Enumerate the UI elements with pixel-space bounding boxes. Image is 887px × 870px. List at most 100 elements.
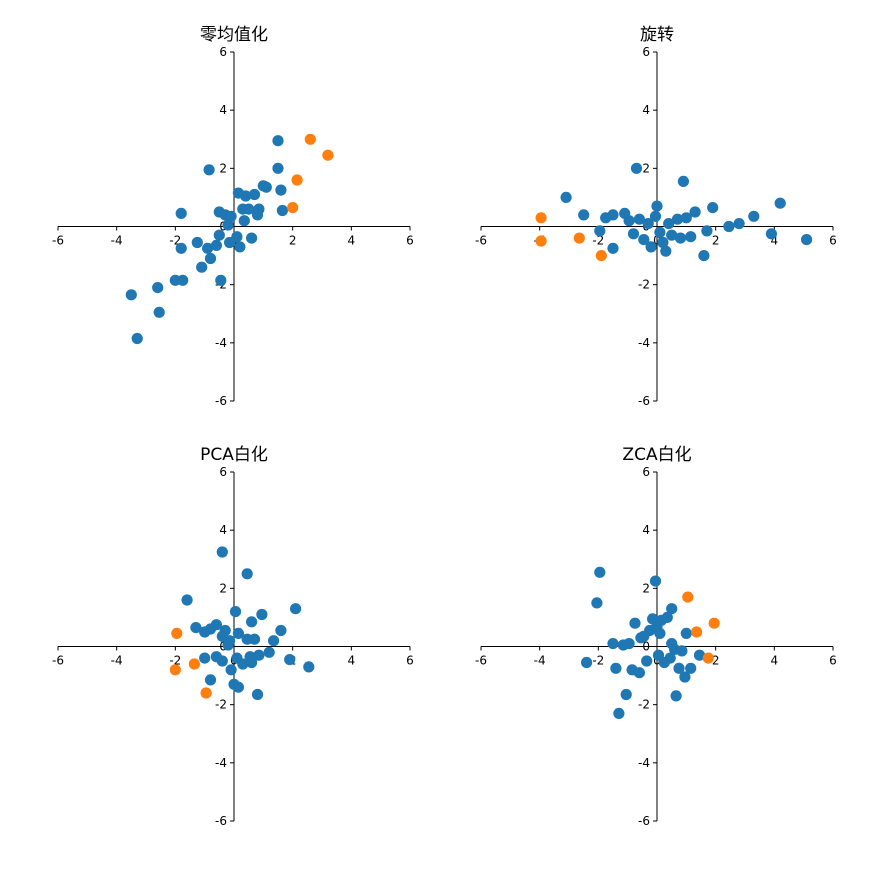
chart-title: 零均值化	[200, 25, 268, 45]
x-tick-label: -6	[52, 234, 64, 248]
scatter-point	[203, 164, 215, 176]
scatter-point	[649, 210, 662, 222]
scatter-point	[222, 639, 234, 651]
scatter-point	[702, 652, 714, 664]
x-tick-label: -4	[534, 654, 546, 668]
scatter-point	[204, 674, 217, 686]
scatter-point	[594, 566, 606, 578]
scatter-point	[202, 242, 214, 254]
scatter-point	[660, 245, 672, 257]
scatter-point	[199, 652, 211, 664]
scatter-point	[630, 162, 643, 174]
scatter-point	[677, 175, 690, 187]
scatter-point	[241, 568, 253, 580]
scatter-point	[131, 332, 143, 345]
x-tick-label: -2	[592, 234, 604, 248]
scatter-point	[765, 228, 778, 240]
scatter-point	[216, 655, 228, 667]
scatter-point	[651, 200, 663, 212]
scatter-point	[200, 687, 212, 699]
scatter-point	[645, 241, 657, 253]
series-main	[125, 135, 288, 345]
scatter-point	[685, 662, 697, 674]
scatter-point	[169, 664, 181, 676]
y-tick-label: 6	[219, 45, 227, 59]
y-tick-label: 4	[219, 523, 227, 537]
y-tick-label: 6	[219, 465, 227, 479]
y-tick-label: 2	[642, 161, 650, 175]
scatter-point	[578, 209, 590, 221]
scatter-point	[535, 235, 547, 247]
y-tick-label: -6	[638, 394, 650, 408]
scatter-point	[238, 215, 250, 227]
x-tick-label: 0	[653, 234, 661, 248]
scatter-point	[657, 236, 669, 249]
series-highlight	[169, 627, 212, 699]
scatter-point	[623, 215, 635, 227]
scatter-point	[708, 617, 720, 629]
scatter-point	[225, 210, 237, 222]
scatter-point	[748, 210, 760, 222]
x-tick-label: 6	[829, 654, 837, 668]
y-tick-label: -4	[638, 756, 650, 770]
scatter-point	[284, 654, 296, 666]
scatter-point	[171, 627, 183, 640]
scatter-point	[623, 638, 635, 650]
scatter-point	[246, 616, 258, 628]
y-tick-label: -6	[215, 394, 227, 408]
scatter-point	[670, 690, 682, 702]
scatter-point	[635, 632, 647, 644]
scatter-point	[210, 239, 222, 251]
scatter-point	[733, 218, 745, 230]
scatter-point	[188, 658, 200, 670]
scatter-point	[682, 591, 694, 603]
scatter-point	[275, 184, 287, 196]
chart-title: PCA白化	[200, 445, 268, 465]
y-tick-label: -2	[215, 698, 227, 712]
scatter-point	[152, 282, 164, 294]
scatter-point	[607, 242, 619, 254]
scatter-point	[232, 681, 244, 693]
scatter-point	[243, 203, 255, 215]
scatter-point	[191, 236, 203, 249]
scatter-point	[216, 546, 228, 558]
series-highlight	[682, 591, 720, 664]
scatter-point	[181, 594, 193, 606]
scatter-point	[663, 218, 675, 230]
x-tick-label: -2	[169, 654, 181, 668]
scatter-point	[272, 162, 284, 174]
scatter-point	[196, 261, 208, 273]
scatter-point	[253, 649, 265, 661]
scatter-point	[246, 232, 258, 244]
scatter-point	[594, 225, 606, 237]
scatter-point	[225, 664, 237, 676]
scatter-point	[276, 204, 288, 217]
scatter-point	[304, 133, 316, 145]
scatter-point	[213, 229, 225, 241]
scatter-point	[679, 671, 691, 683]
scatter-point	[248, 633, 261, 645]
x-tick-label: -4	[111, 654, 123, 668]
scatter-point	[125, 289, 137, 301]
x-tick-label: -6	[475, 234, 487, 248]
chart-title: 旋转	[640, 25, 674, 45]
x-tick-label: 4	[348, 234, 356, 248]
x-tick-label: -4	[111, 234, 123, 248]
scatter-point	[723, 220, 735, 233]
scatter-point	[649, 575, 662, 587]
scatter-point	[674, 232, 687, 244]
scatter-point	[246, 656, 258, 669]
scatter-point	[234, 241, 246, 253]
scatter-point	[263, 646, 275, 658]
y-tick-label: 4	[642, 523, 650, 537]
scatter-point	[676, 645, 688, 657]
y-tick-label: 2	[219, 161, 227, 175]
scatter-point	[215, 274, 227, 286]
scatter-point	[591, 597, 603, 609]
scatter-point	[232, 627, 244, 640]
y-tick-label: -6	[215, 814, 227, 828]
x-tick-label: -2	[169, 234, 181, 248]
